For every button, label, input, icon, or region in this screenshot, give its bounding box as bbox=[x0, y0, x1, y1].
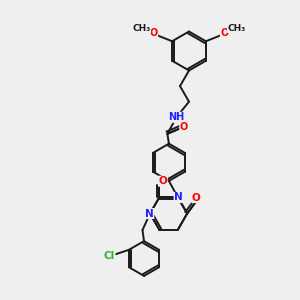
Text: CH₃: CH₃ bbox=[132, 23, 151, 32]
Text: O: O bbox=[220, 28, 229, 38]
Text: O: O bbox=[192, 193, 201, 202]
Text: NH: NH bbox=[168, 112, 184, 122]
Text: O: O bbox=[158, 176, 167, 186]
Text: N: N bbox=[145, 208, 154, 218]
Text: O: O bbox=[180, 122, 188, 132]
Text: CH₃: CH₃ bbox=[227, 23, 246, 32]
Text: N: N bbox=[174, 192, 183, 203]
Text: Cl: Cl bbox=[104, 251, 115, 261]
Text: O: O bbox=[149, 28, 158, 38]
